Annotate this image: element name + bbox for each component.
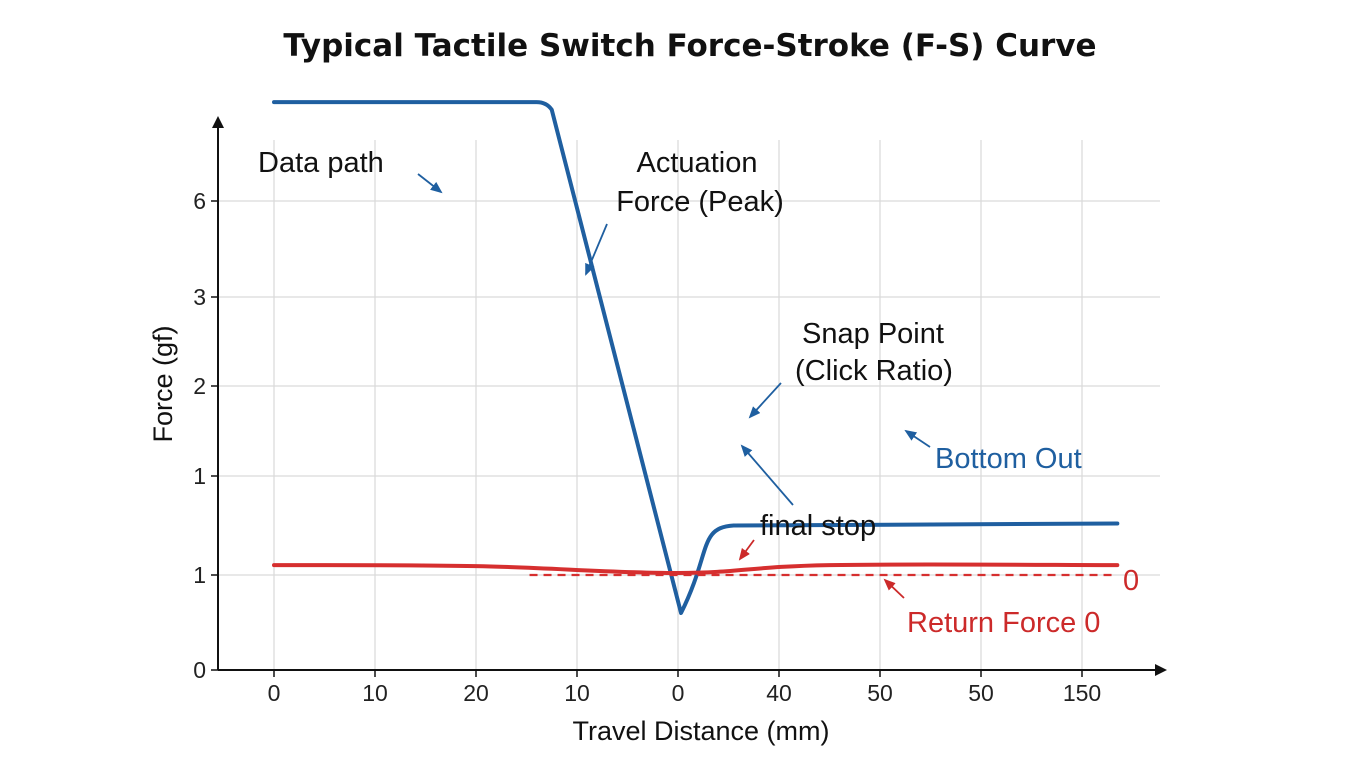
annotation-dashed-end: 0 bbox=[1123, 565, 1139, 597]
annotation-data-path: Data path bbox=[258, 147, 384, 179]
annotation-return-force: Return Force 0 bbox=[907, 607, 1100, 639]
y-tick-label: 2 bbox=[193, 373, 206, 399]
y-tick-label: 6 bbox=[193, 188, 206, 214]
arrow-bottom-out bbox=[904, 429, 931, 448]
y-tick-label: 0 bbox=[193, 657, 206, 683]
series-return-curve bbox=[272, 562, 1120, 576]
y-axis-label: Force (gf) bbox=[148, 325, 178, 442]
series-press-curve bbox=[272, 100, 1120, 615]
arrow-snap-point bbox=[748, 382, 782, 419]
annotation-snap-line2: (Click Ratio) bbox=[795, 355, 953, 387]
x-tick-label: 10 bbox=[564, 680, 590, 706]
grid bbox=[218, 140, 1160, 670]
annotation-bottom-out: Bottom Out bbox=[935, 443, 1082, 475]
x-tick-label: 20 bbox=[463, 680, 489, 706]
annotation-actuation-line1: Actuation bbox=[637, 147, 758, 179]
x-tick-label: 40 bbox=[766, 680, 792, 706]
arrow-return-curve bbox=[738, 539, 755, 561]
x-ticks: 0 10 20 10 0 40 50 50 150 bbox=[268, 670, 1101, 706]
series-layer bbox=[272, 100, 1120, 615]
y-tick-label: 1 bbox=[193, 463, 206, 489]
annotation-actuation-line2: Force (Peak) bbox=[616, 186, 784, 218]
x-axis-label: Travel Distance (mm) bbox=[572, 716, 829, 746]
annotation-snap-line1: Snap Point bbox=[802, 318, 944, 350]
y-ticks: 0 1 1 2 3 6 bbox=[193, 188, 218, 683]
y-tick-label: 1 bbox=[193, 562, 206, 588]
y-tick-label: 3 bbox=[193, 284, 206, 310]
arrow-final-stop bbox=[740, 444, 794, 506]
x-tick-label: 0 bbox=[268, 680, 281, 706]
x-tick-label: 0 bbox=[672, 680, 685, 706]
x-tick-label: 50 bbox=[867, 680, 893, 706]
arrow-return-force bbox=[883, 578, 905, 599]
x-tick-label: 150 bbox=[1063, 680, 1101, 706]
arrow-data-path bbox=[417, 173, 443, 194]
arrow-actuation bbox=[585, 223, 608, 276]
x-tick-label: 50 bbox=[968, 680, 994, 706]
annotation-final-stop: final stop bbox=[760, 510, 876, 542]
x-tick-label: 10 bbox=[362, 680, 388, 706]
chart-title: Typical Tactile Switch Force-Stroke (F-S… bbox=[283, 28, 1096, 64]
